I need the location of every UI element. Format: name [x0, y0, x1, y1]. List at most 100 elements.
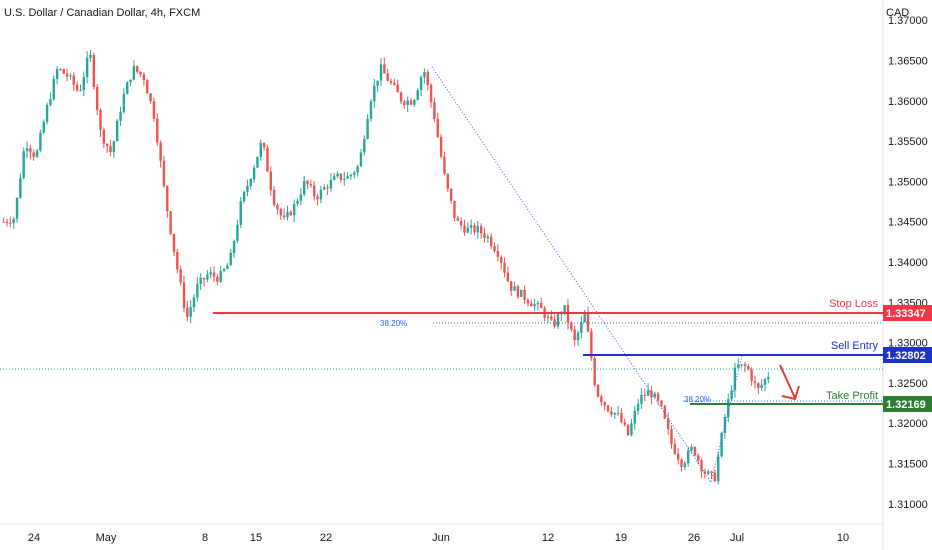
time-tick-label: 24	[28, 532, 40, 544]
candle-body	[570, 322, 573, 330]
candle-body	[222, 268, 226, 271]
candle-body	[703, 471, 707, 474]
candle-body	[583, 314, 586, 323]
stop-loss-label: Stop Loss	[829, 298, 878, 310]
time-tick-label: 12	[542, 532, 554, 544]
candle-body	[316, 196, 319, 200]
candle-body	[212, 272, 216, 277]
candle-body	[59, 69, 62, 71]
candle-body	[459, 220, 463, 226]
candle-body	[743, 364, 747, 367]
candle-body	[503, 262, 506, 273]
candle-body	[126, 82, 129, 95]
candle-body	[309, 184, 313, 186]
candle-body	[416, 90, 419, 100]
candle-body	[296, 200, 299, 204]
price-tick-label: 1.36000	[888, 96, 928, 108]
candle-body	[670, 429, 673, 444]
candle-body	[439, 136, 443, 157]
candle-body	[55, 69, 59, 79]
candle-body	[393, 82, 396, 85]
candle-body	[690, 446, 693, 451]
candle-body	[453, 200, 456, 218]
candle-body	[530, 303, 533, 307]
candle-body	[256, 156, 259, 168]
candle-body	[52, 78, 55, 100]
candle-body	[15, 197, 19, 219]
candle-body	[242, 191, 246, 202]
candle-body	[590, 331, 593, 359]
candle-body	[757, 383, 760, 389]
candle-body	[239, 201, 242, 225]
candle-body	[636, 403, 640, 411]
candle-body	[383, 64, 386, 74]
candle-body	[199, 277, 202, 284]
candle-body	[500, 256, 503, 263]
candle-body	[42, 121, 45, 133]
candle-body	[272, 190, 276, 205]
candle-body	[753, 381, 757, 384]
candle-body	[643, 394, 646, 396]
candle-body	[533, 304, 536, 307]
candle-body	[483, 233, 486, 239]
candle-body	[289, 211, 293, 215]
candle-body	[576, 332, 580, 341]
candle-body	[19, 178, 22, 198]
candle-body	[510, 281, 513, 291]
candle-body	[229, 252, 232, 266]
candle-body	[673, 443, 677, 454]
candle-body	[616, 412, 620, 414]
candle-body	[116, 120, 119, 142]
candle-body	[323, 187, 326, 190]
candle-body	[600, 396, 603, 403]
fib-trendline-up[interactable]	[710, 355, 743, 483]
candle-body	[346, 176, 349, 179]
candle-body	[493, 246, 496, 252]
candle-body	[236, 224, 239, 241]
candle-body	[5, 221, 9, 223]
candle-body	[189, 307, 192, 317]
candle-body	[349, 174, 353, 177]
candle-body	[630, 423, 633, 436]
price-tick-label: 1.35000	[888, 176, 928, 188]
candle-body	[89, 54, 92, 58]
price-tick-label: 1.34500	[888, 217, 928, 229]
candle-body	[747, 366, 750, 370]
candle-body	[216, 276, 219, 282]
candle-body	[72, 75, 75, 85]
price-tick-label: 1.32500	[888, 378, 928, 390]
price-tick-label: 1.31500	[888, 459, 928, 471]
currency-label: CAD	[886, 7, 909, 19]
candle-body	[700, 460, 703, 472]
candle-body	[603, 402, 606, 406]
candle-body	[433, 102, 436, 120]
candle-body	[62, 69, 65, 74]
candle-body	[426, 72, 429, 86]
candle-body	[473, 225, 476, 233]
candle-body	[292, 203, 296, 215]
candle-body	[713, 472, 717, 482]
candle-body	[403, 101, 406, 106]
candle-body	[276, 204, 279, 210]
time-tick-label: 8	[202, 532, 208, 544]
candle-body	[419, 77, 423, 91]
candle-body	[169, 211, 172, 234]
candle-body	[586, 314, 590, 332]
candle-body	[29, 148, 32, 153]
price-tick-label: 1.37000	[888, 15, 928, 27]
down-arrow-icon	[779, 364, 800, 401]
candle-body	[182, 282, 186, 308]
candle-body	[553, 319, 556, 327]
candle-body	[550, 316, 553, 320]
candle-body	[463, 225, 466, 233]
stop-loss-price: 1.33347	[886, 308, 926, 320]
time-tick-label: 19	[615, 532, 627, 544]
candle-body	[162, 160, 166, 186]
candle-body	[343, 178, 346, 180]
candle-body	[596, 385, 600, 397]
candle-body	[476, 226, 480, 233]
candle-body	[613, 412, 616, 415]
candle-body	[109, 145, 112, 153]
fib-label-lower: 38.20%	[684, 395, 711, 404]
